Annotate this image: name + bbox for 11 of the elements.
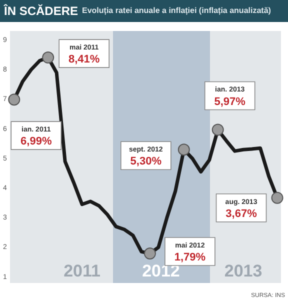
chart-subtitle: Evoluția ratei anuale a inflației (inflația anualizată) xyxy=(82,6,271,15)
annotation: 2012 xyxy=(142,261,180,280)
data-label: 5,97% xyxy=(214,96,246,108)
data-label: 3,67% xyxy=(226,208,258,220)
annotation: 2011 xyxy=(64,261,100,280)
data-label: 8,41% xyxy=(68,54,100,66)
data-label: 1,79% xyxy=(174,252,206,264)
data-label: 5,30% xyxy=(130,156,162,168)
data-label: 6,99% xyxy=(20,136,52,148)
annotation: 2013 xyxy=(224,261,262,280)
chart-title: ÎN SCĂDERE xyxy=(4,4,78,18)
